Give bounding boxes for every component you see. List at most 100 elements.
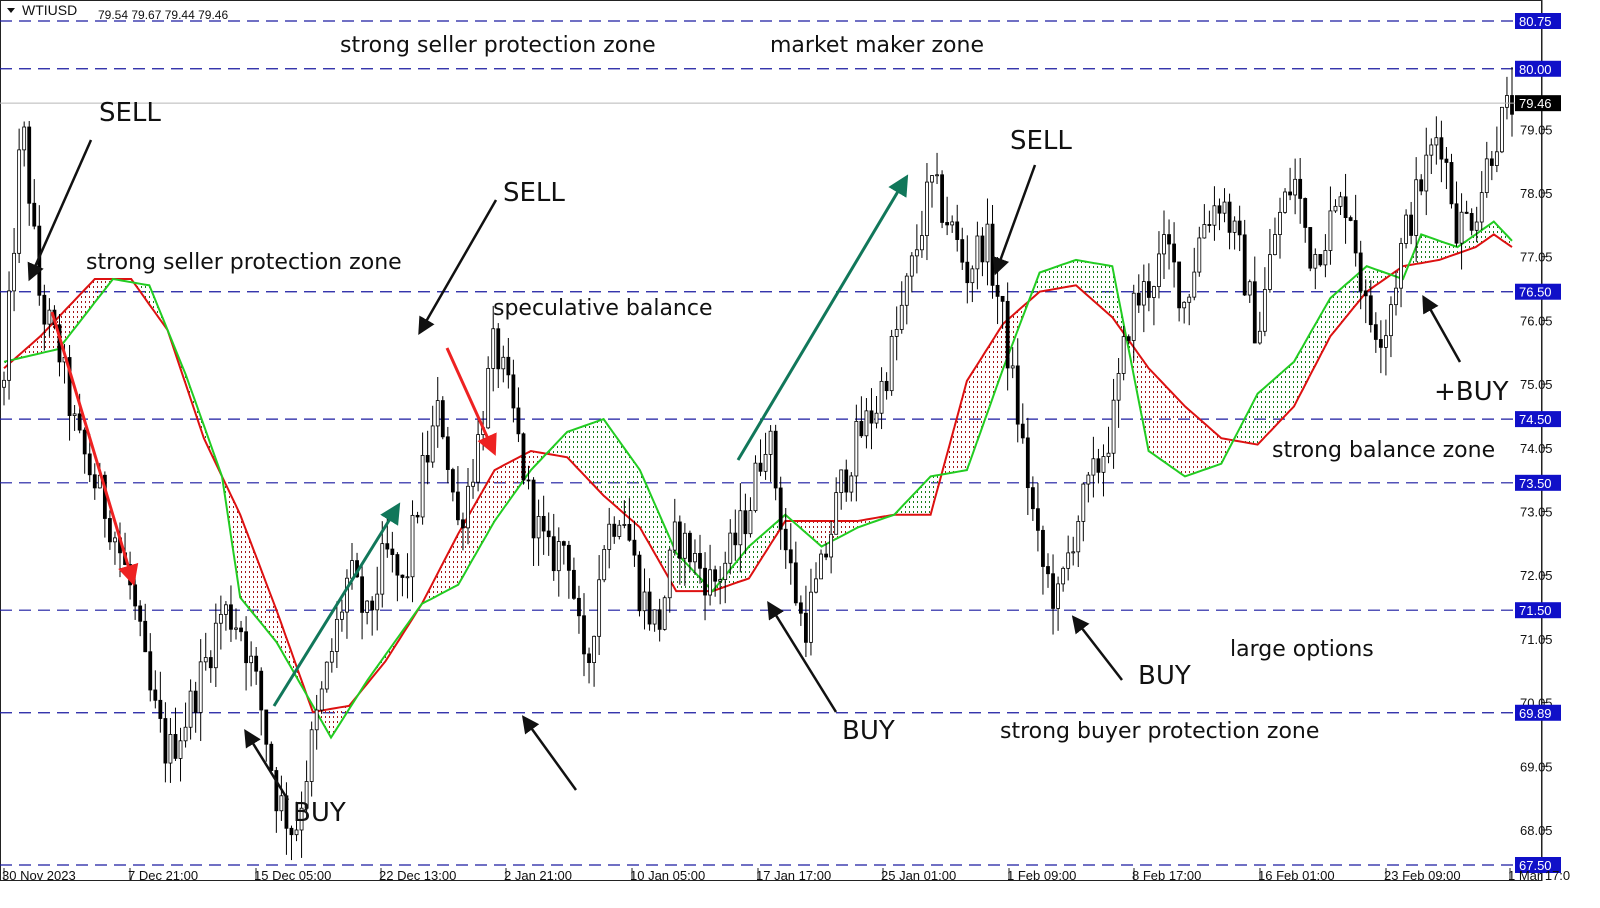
y-tick-label: 68.05	[1520, 823, 1553, 838]
down-trend-arrow-1	[50, 311, 139, 587]
candle-body	[340, 611, 344, 620]
candle-body	[960, 239, 965, 263]
candle-body	[365, 600, 370, 613]
candle-body	[804, 612, 808, 643]
candle-body	[1419, 179, 1424, 192]
candle-body	[834, 492, 839, 535]
candle-body	[456, 491, 460, 521]
y-tick-label: 74.05	[1520, 441, 1553, 456]
candle-body	[788, 549, 793, 564]
level-label: 80.00	[1519, 62, 1552, 77]
candle-body	[82, 429, 87, 455]
candle-body	[1046, 566, 1050, 575]
sell-arrow-3	[992, 164, 1037, 276]
candle-body	[1338, 196, 1343, 207]
candle-body	[1262, 289, 1267, 332]
x-tick-label: 23 Feb 09:00	[1384, 868, 1461, 883]
x-tick-label: 2 Jan 21:00	[504, 868, 572, 883]
candle-body	[299, 807, 304, 831]
candle-body	[143, 620, 148, 653]
candle-body	[450, 469, 455, 493]
cloud-fill-bullish	[1412, 221, 1512, 265]
candle-body	[289, 827, 294, 836]
candle-body	[612, 523, 617, 537]
candle-body	[577, 597, 581, 617]
candle-body	[582, 615, 586, 655]
candle-body	[566, 544, 571, 571]
current-price-label-bg	[1515, 95, 1561, 112]
candle-body	[1313, 254, 1318, 269]
candle-body	[1273, 234, 1277, 256]
candle-body	[864, 410, 869, 437]
candle-body	[1353, 220, 1358, 254]
level-label-bg	[1515, 602, 1561, 619]
candle-body	[410, 514, 415, 578]
candle-body	[1484, 158, 1489, 194]
candle-body	[627, 523, 632, 541]
current-price-label: 79.46	[1519, 96, 1552, 111]
candle-body	[496, 328, 501, 370]
candle-body	[1020, 423, 1025, 439]
candle-body	[345, 577, 349, 613]
candle-body	[819, 553, 823, 580]
candle-body	[501, 356, 506, 370]
candle-body	[27, 126, 32, 204]
candle-body	[899, 304, 904, 330]
candle-body	[914, 249, 919, 257]
candle-body	[425, 455, 430, 463]
candle-body	[965, 261, 970, 284]
y-tick-label: 75.05	[1520, 377, 1553, 392]
candle-body	[1257, 330, 1262, 344]
zone-label-top-seller: strong seller protection zone	[340, 33, 656, 58]
candle-body	[667, 549, 672, 599]
candle-body	[1444, 158, 1449, 163]
candle-body	[1358, 252, 1363, 292]
candle-body	[728, 532, 733, 564]
dropdown-triangle-icon[interactable]	[7, 8, 15, 13]
x-tick-label: 22 Dec 13:00	[379, 868, 456, 883]
symbol-header[interactable]: WTIUSD 79.54 79.67 79.44 79.46	[7, 2, 228, 22]
candle-body	[113, 537, 117, 543]
candle-body	[904, 275, 909, 306]
candle-body	[420, 455, 425, 518]
zone-label-buyer-protection: strong buyer protection zone	[1000, 719, 1319, 744]
candle-body	[980, 235, 985, 263]
candle-body	[793, 562, 798, 604]
candle-body	[824, 553, 828, 558]
candle-body	[1182, 301, 1187, 309]
candle-body	[395, 554, 400, 576]
candle-body	[763, 453, 768, 472]
candle-body	[940, 174, 944, 223]
candle-body	[1167, 234, 1171, 245]
buy-label-4: +BUY	[1434, 377, 1509, 407]
candle-body	[748, 510, 753, 535]
cloud-fill-bearish	[1393, 256, 1413, 279]
candle-body	[1177, 261, 1182, 309]
candle-body	[778, 487, 783, 530]
candle-body	[1439, 137, 1444, 160]
candle-body	[294, 829, 299, 836]
candle-body	[1121, 336, 1126, 374]
candle-body	[430, 425, 435, 463]
candle-body	[743, 510, 748, 535]
candle-body	[768, 430, 773, 455]
y-tick-label: 69.05	[1520, 759, 1553, 774]
candle-body	[879, 380, 884, 414]
candle-body	[1091, 458, 1096, 476]
level-label: 74.50	[1519, 412, 1552, 427]
candle-body	[1187, 296, 1192, 303]
candle-body	[1378, 339, 1383, 348]
candle-body	[1288, 191, 1292, 196]
candle-body	[1162, 234, 1166, 255]
candle-body	[829, 533, 834, 558]
level-label: 67.50	[1519, 858, 1552, 873]
candle-body	[521, 433, 526, 481]
candle-body	[208, 657, 213, 669]
candle-body	[1242, 234, 1247, 296]
buy-label-1: BUY	[293, 798, 346, 828]
candle-body	[1343, 196, 1348, 219]
candle-body	[1207, 224, 1212, 226]
candle-body	[652, 609, 657, 625]
candle-body	[1404, 214, 1408, 244]
